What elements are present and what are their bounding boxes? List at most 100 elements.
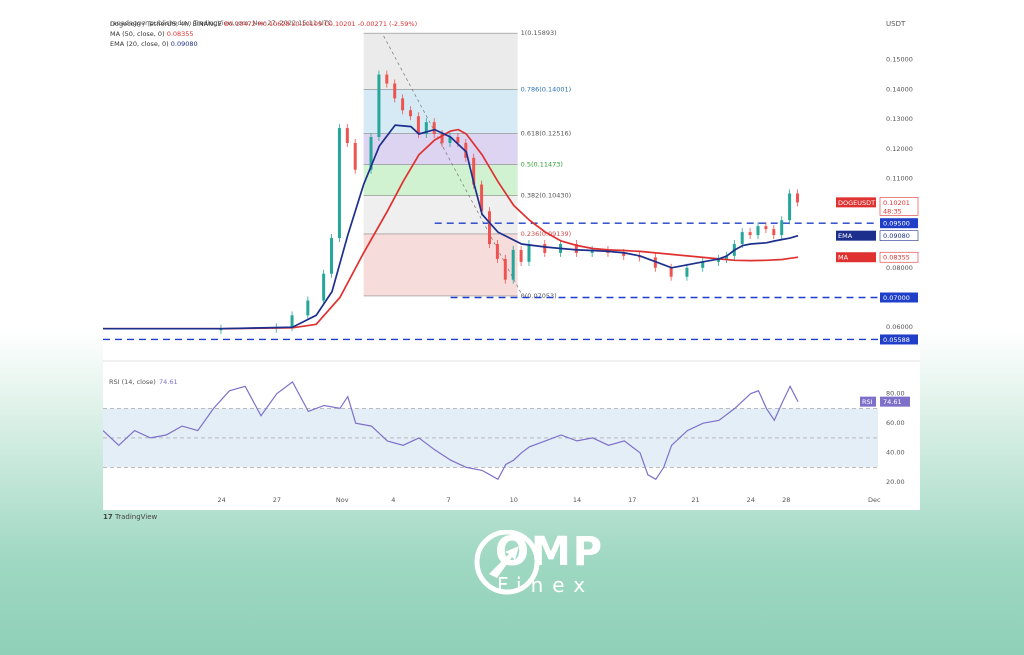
candle-body — [724, 255, 728, 259]
fib-level-label: 0(0.07053) — [521, 292, 557, 300]
level-price-label: 0.07000 — [883, 294, 910, 302]
rsi-axis-tick: 40.00 — [886, 449, 905, 457]
candle-body — [456, 137, 460, 143]
candle-body — [669, 267, 673, 277]
rsi-last-value: 74.61 — [159, 378, 178, 386]
candle-body — [306, 300, 310, 316]
series-value-tag — [879, 251, 919, 263]
candle-body — [440, 134, 444, 143]
time-axis-tick: 21 — [691, 496, 699, 504]
ma-legend-label: MA (50, close, 0) — [110, 30, 165, 38]
candle-body — [385, 74, 389, 84]
symbol-name: Dogecoin / TetherUS, 4h, BINANCE — [110, 20, 222, 28]
time-axis-tick: 7 — [447, 496, 451, 504]
series-name-label: MA — [838, 254, 849, 262]
candle-body — [772, 229, 776, 236]
price-axis-tick: 0.08000 — [886, 264, 913, 272]
candle-body — [487, 211, 491, 244]
series-name-label: EMA — [838, 232, 853, 240]
candle-body — [393, 83, 397, 99]
ma-line — [103, 128, 799, 330]
ma-legend-value: 0.08355 — [166, 30, 194, 38]
fib-level-label: 0.382(0.10430) — [521, 192, 572, 200]
candle-body — [748, 232, 752, 236]
series-countdown-label: 48:35 — [883, 207, 902, 215]
time-axis-tick: Dec — [868, 496, 881, 504]
fib-trend-line — [383, 35, 523, 297]
omp-logo-sub: Finex — [497, 573, 595, 597]
candle-body — [574, 244, 578, 253]
publisher-line: ranadagger published on TradingView.com,… — [110, 19, 332, 27]
ema-legend: EMA (20, close, 0) 0.09080 — [110, 40, 198, 49]
candle-body — [511, 249, 515, 280]
price-chart-svg: 1(0.15893) 0.786(0.14001) 0.618(0.12516) 0.… — [103, 16, 920, 510]
rsi-value-tag — [880, 396, 910, 407]
omp-logo-name: OMP — [495, 529, 605, 575]
candle-body — [764, 226, 768, 230]
level-price-tag — [880, 292, 918, 303]
series-name-tag — [836, 252, 876, 263]
candle-body — [424, 122, 428, 135]
level-price-label: 0.05588 — [883, 336, 910, 344]
series-name-tag — [836, 230, 876, 241]
candle-body — [472, 157, 476, 185]
candle-body — [740, 232, 744, 244]
fib-level-label: 0.786(0.14001) — [521, 85, 572, 93]
series-value-tag — [879, 230, 919, 241]
fib-level-label: 1(0.15893) — [521, 29, 557, 37]
axis-currency-label: USDT — [886, 20, 906, 28]
series-value-label: 0.08355 — [883, 254, 910, 262]
time-axis-tick: 14 — [573, 496, 581, 504]
ma-legend: MA (50, close, 0) 0.08355 — [110, 30, 194, 39]
candle-body — [337, 128, 341, 239]
fib-level-label: 0.618(0.12516) — [521, 130, 572, 138]
price-axis-tick: 0.12000 — [886, 145, 913, 153]
ema-legend-label: EMA (20, close, 0) — [110, 40, 169, 48]
price-axis-tick: 0.11000 — [886, 175, 913, 183]
candle-body — [369, 137, 373, 170]
candle-body — [756, 226, 760, 236]
level-price-label: 0.09500 — [883, 220, 910, 228]
candle-body — [796, 193, 799, 203]
candle-body — [353, 142, 357, 170]
candle-body — [377, 74, 381, 137]
time-axis-tick: 28 — [782, 496, 790, 504]
series-value-label: 0.10201 — [883, 199, 910, 207]
candle-body — [401, 98, 405, 111]
candle-body — [495, 244, 499, 259]
fib-zone — [363, 33, 518, 90]
rsi-name-tag — [860, 396, 876, 407]
time-axis-tick: Nov — [336, 496, 349, 504]
candle-body — [653, 257, 657, 268]
rsi-line — [103, 381, 799, 481]
rsi-title: RSI (14, close) — [109, 378, 156, 386]
fib-level-label: 0.236(0.09139) — [521, 230, 572, 238]
time-axis-tick: 10 — [510, 496, 518, 504]
level-price-tag — [880, 218, 918, 229]
price-axis-tick: 0.06000 — [886, 323, 913, 331]
candle-body — [409, 110, 413, 117]
tradingview-brand: 17 TradingView — [103, 513, 157, 521]
rsi-axis-tick: 60.00 — [886, 419, 905, 427]
candle-body — [519, 249, 523, 262]
rsi-name-label: RSI — [862, 398, 873, 406]
time-axis-tick: 27 — [273, 496, 281, 504]
rsi-axis-tick: 80.00 — [886, 390, 905, 398]
candle-body — [527, 244, 531, 262]
candle-body — [685, 267, 689, 277]
candle-body — [717, 258, 721, 262]
series-value-label: 0.09080 — [883, 232, 910, 240]
candle-body — [448, 137, 452, 143]
fib-zone — [363, 164, 518, 196]
candle-body — [590, 249, 594, 253]
price-axis-tick: 0.14000 — [886, 85, 913, 93]
price-axis-tick: 0.13000 — [886, 115, 913, 123]
candle-body — [345, 128, 349, 143]
time-axis-tick: 24 — [747, 496, 755, 504]
fib-zone — [363, 89, 518, 134]
fib-zone — [363, 195, 518, 234]
time-axis-tick: 4 — [391, 496, 395, 504]
candle-body — [480, 184, 484, 212]
candle-body — [788, 193, 792, 221]
candle-body — [330, 238, 334, 274]
